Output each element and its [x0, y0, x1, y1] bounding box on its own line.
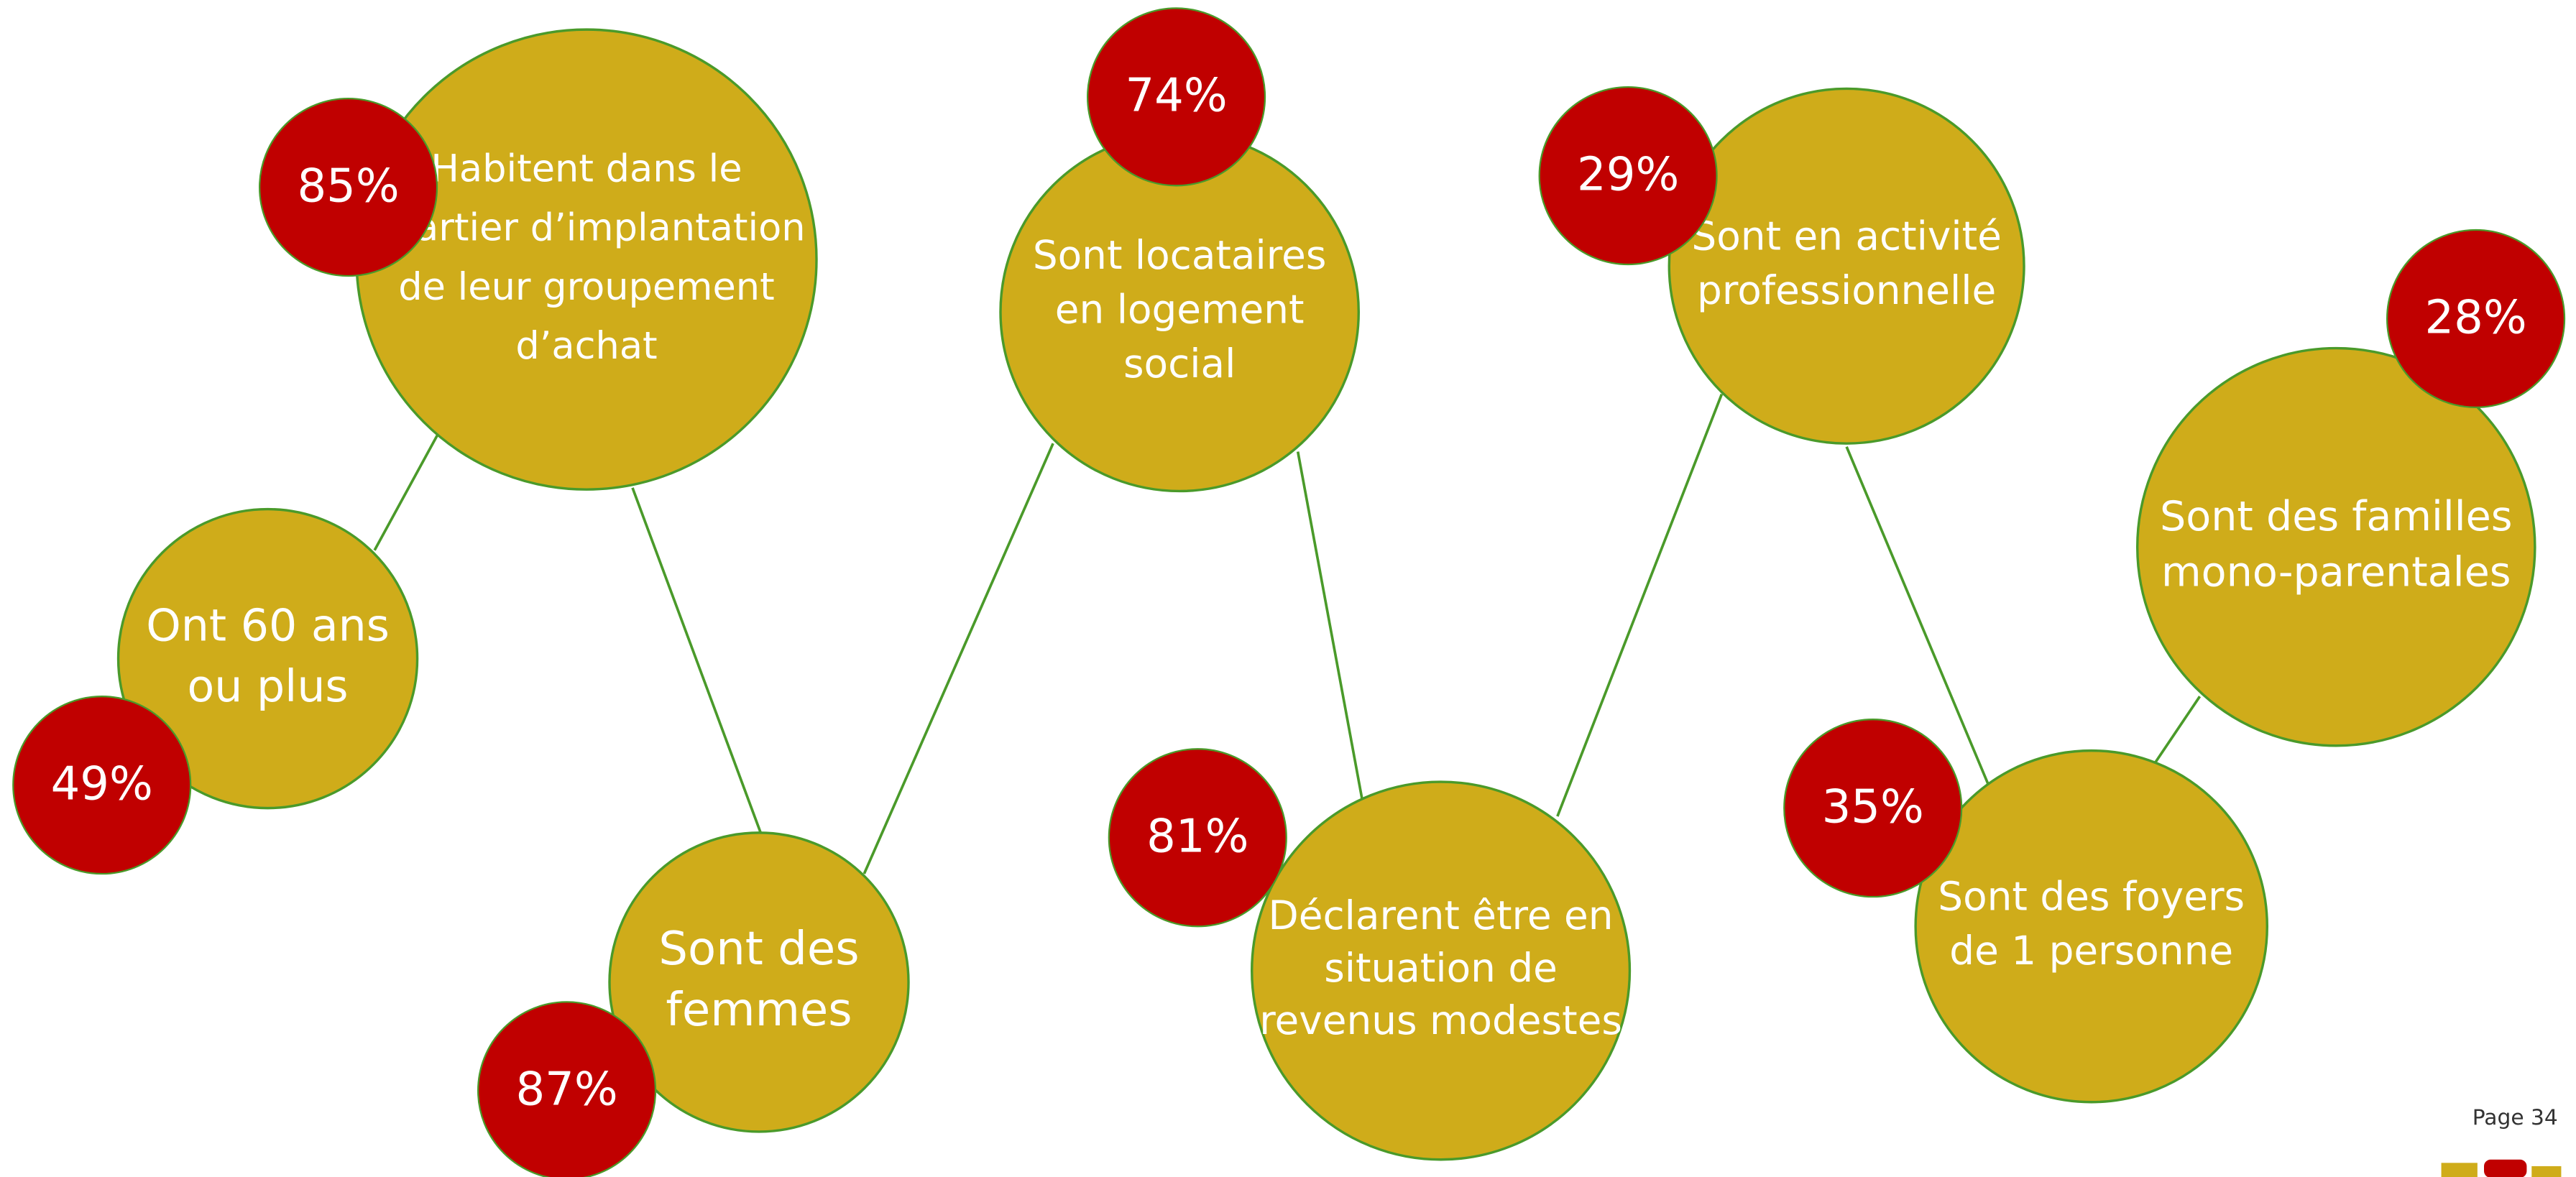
- topic-label: situation de: [1324, 945, 1558, 991]
- percent-label: 29%: [1577, 148, 1679, 201]
- topic-label: revenus modestes: [1259, 997, 1622, 1043]
- percent-badge: [259, 98, 438, 277]
- topic-label: Sont des familles: [2160, 493, 2513, 540]
- topic-label: Sont des foyers: [1938, 874, 2245, 920]
- percent-badge: [1538, 86, 1718, 266]
- connector: [631, 487, 762, 834]
- topic-circle: [2136, 346, 2536, 747]
- percent-label: 87%: [515, 1063, 617, 1117]
- logo-part: [2531, 1166, 2562, 1177]
- percent-badge: [12, 696, 192, 875]
- percent-label: 49%: [51, 757, 153, 811]
- topic-label: Sont des: [658, 923, 859, 976]
- topic-label: de 1 personne: [1949, 928, 2233, 974]
- topic-circle: [608, 831, 910, 1133]
- topic-label: femmes: [666, 984, 852, 1037]
- connector: [1845, 446, 1990, 785]
- percent-badges: 49% 85% 87% 74% 81% 29% 35% 28%: [12, 7, 2566, 1177]
- connector: [862, 443, 1054, 874]
- topic-label: professionnelle: [1697, 267, 1996, 313]
- topic-label: mono-parentales: [2161, 549, 2511, 596]
- percent-label: 85%: [297, 160, 399, 213]
- topic-label: Habitent dans le: [431, 147, 742, 190]
- percent-badge: [1087, 7, 1266, 187]
- topic-label: ou plus: [188, 660, 349, 712]
- topic-circle: [1668, 87, 2025, 445]
- percent-badge: [1783, 719, 1963, 898]
- logo-part: [2484, 1159, 2527, 1177]
- topic-label: quartier d’implantation: [367, 206, 805, 250]
- percent-label: 35%: [1822, 780, 1924, 834]
- connector: [373, 423, 445, 551]
- percent-badge: [2386, 229, 2566, 409]
- percent-badge: [1108, 748, 1287, 928]
- percent-label: 28%: [2424, 291, 2526, 344]
- percent-label: 74%: [1125, 70, 1227, 123]
- connectors: [373, 393, 2202, 874]
- percent-badge: [477, 1001, 657, 1177]
- connector: [1296, 451, 1363, 799]
- topic-circles: Ont 60 ans ou plus Habitent dans le quartie…: [116, 28, 2536, 1161]
- logo-part: [2441, 1163, 2478, 1177]
- topic-label: en logement: [1055, 286, 1305, 332]
- topic-circle: [355, 28, 818, 491]
- topic-circle: [116, 507, 419, 810]
- topic-circle: [1251, 780, 1632, 1161]
- topic-label: d’achat: [515, 324, 657, 368]
- topic-label: de leur groupement: [398, 265, 774, 309]
- topic-label: Ont 60 ans: [146, 599, 390, 651]
- topic-label: social: [1123, 341, 1236, 387]
- connector: [1556, 393, 1724, 817]
- topic-label: Sont locataires: [1033, 232, 1327, 278]
- logo: [2441, 1159, 2562, 1177]
- topic-circle: [1914, 749, 2268, 1104]
- topic-label: Déclarent être en: [1269, 892, 1614, 938]
- percent-label: 81%: [1146, 811, 1248, 864]
- topic-label: Sont en activité: [1691, 213, 2001, 259]
- page-number: Page 34: [2472, 1105, 2558, 1130]
